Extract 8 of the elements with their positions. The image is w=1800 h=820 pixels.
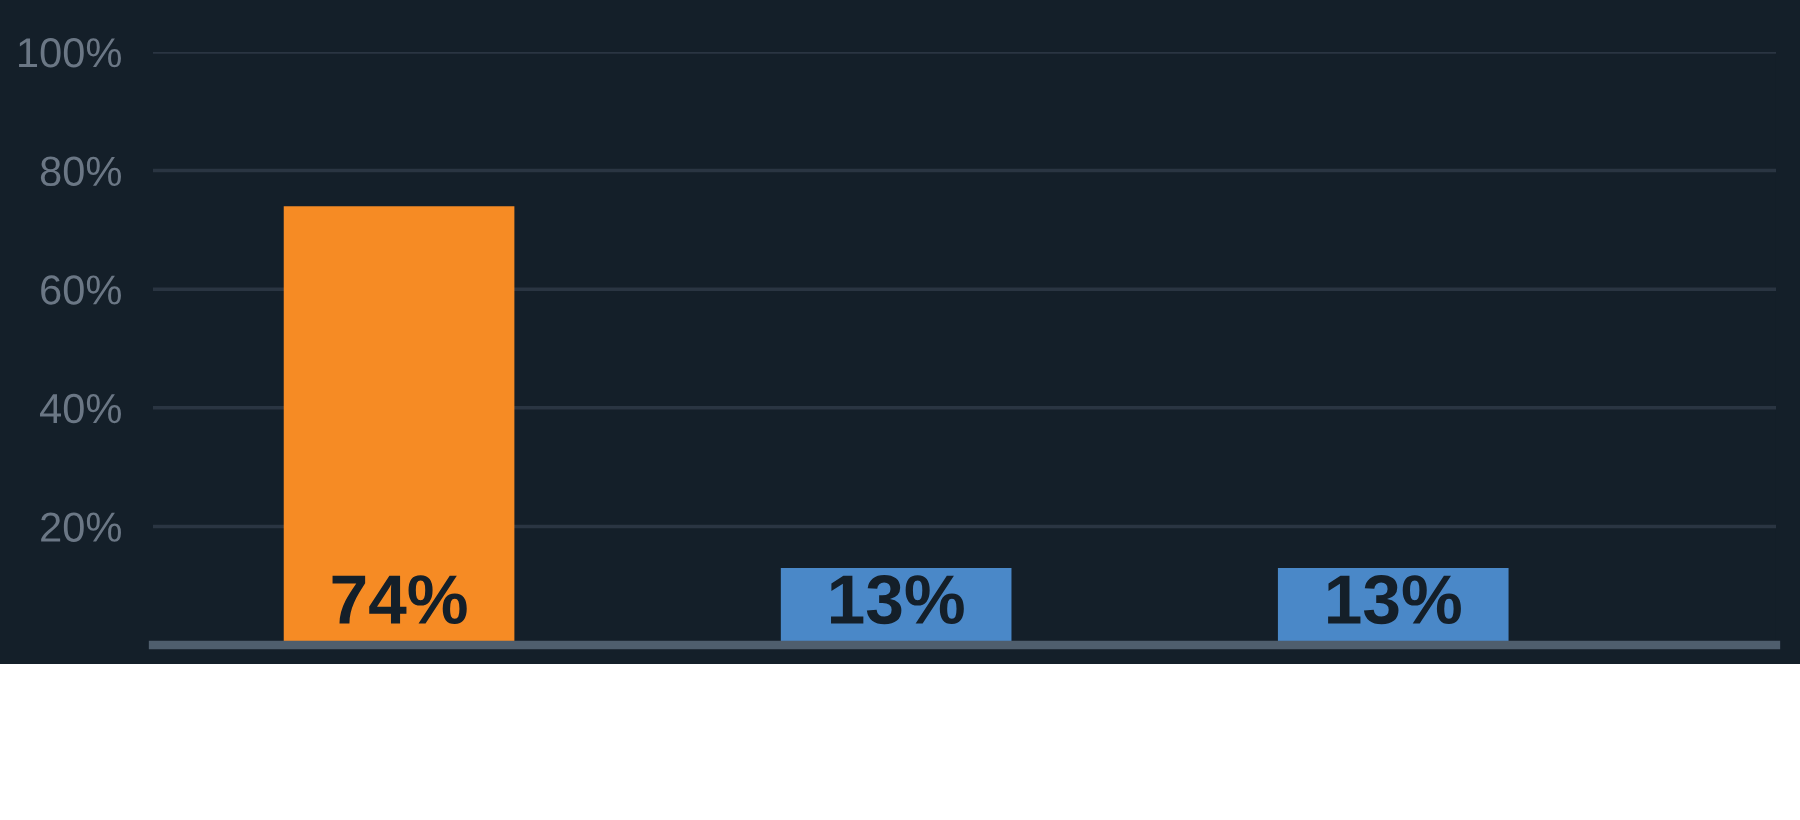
y-tick-label: 20%	[41, 512, 121, 542]
y-tick-label: 60%	[41, 275, 121, 305]
data-label: 13%	[1328, 574, 1461, 625]
y-tick-label: 80%	[40, 156, 121, 187]
y-tick-label: 100%	[19, 38, 121, 68]
data-label: 13%	[831, 574, 964, 625]
data-label: 74%	[332, 575, 467, 625]
y-tick-label: 40%	[40, 393, 121, 424]
